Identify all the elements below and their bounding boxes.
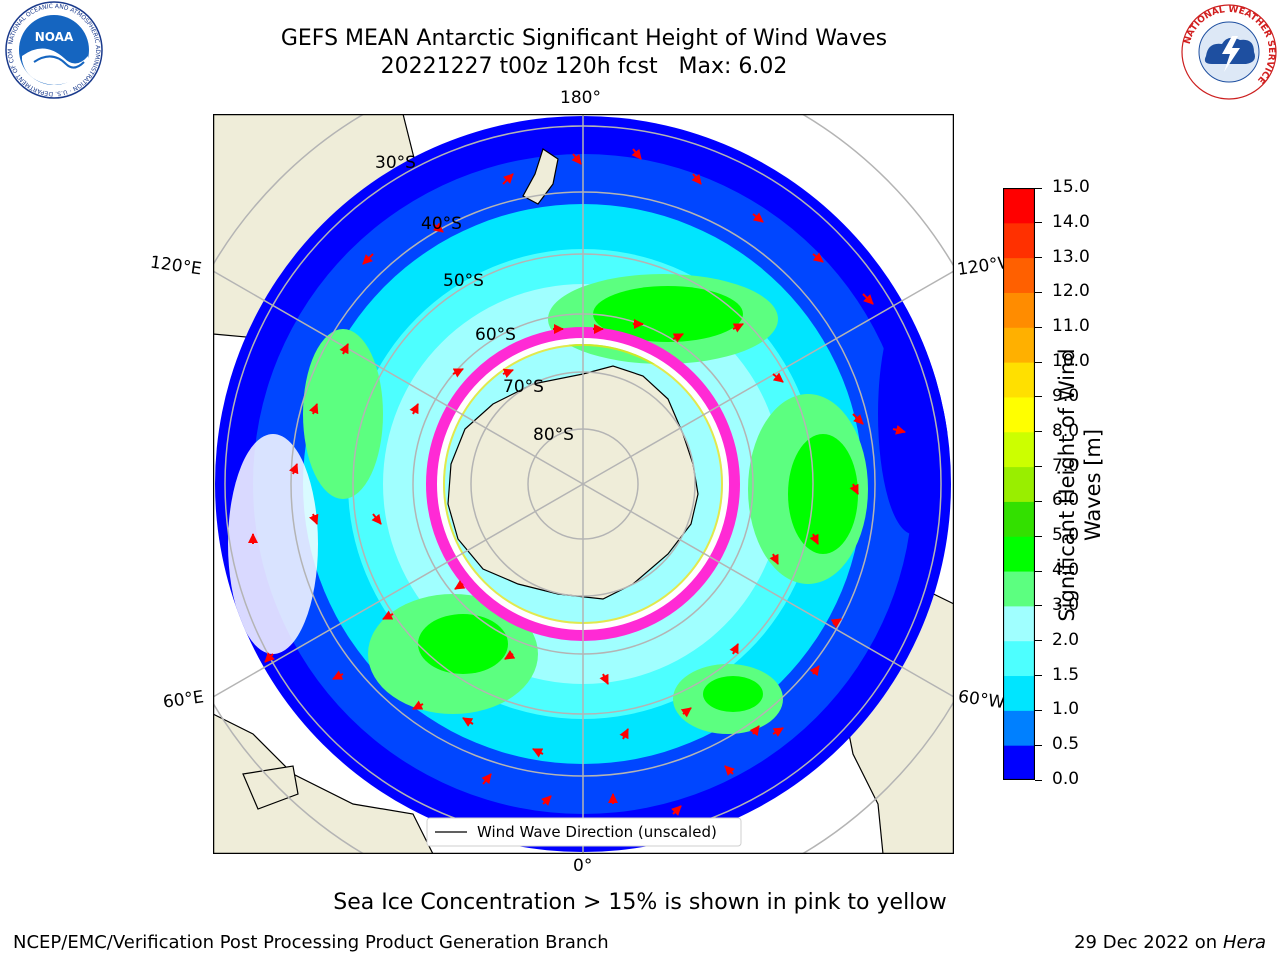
colorbar-swatch bbox=[1003, 257, 1035, 293]
colorbar bbox=[1003, 188, 1035, 780]
legend-label: Wind Wave Direction (unscaled) bbox=[477, 823, 717, 841]
date-line: 29 Dec 2022 on Hera bbox=[1074, 932, 1266, 953]
antarctic-map: 30°S 40°S 50°S 60°S 70°S 80°S Wind Wave … bbox=[213, 114, 954, 854]
colorbar-tick-label: 4.0 bbox=[1052, 560, 1080, 581]
date-text: 29 Dec 2022 on bbox=[1074, 932, 1218, 953]
colorbar-tick-mark bbox=[1035, 779, 1042, 781]
lon-label-0: 0° bbox=[573, 856, 593, 876]
colorbar-tick-mark bbox=[1035, 431, 1042, 433]
colorbar-tick-mark bbox=[1035, 187, 1042, 189]
colorbar-swatch bbox=[1003, 188, 1035, 224]
colorbar-label-line1: Significant Height of Wind bbox=[1055, 348, 1079, 622]
noaa-logo: NATIONAL OCEANIC AND ATMOSPHERIC ADMINIS… bbox=[4, 0, 103, 99]
colorbar-swatch bbox=[1003, 640, 1035, 677]
colorbar-tick-mark bbox=[1035, 222, 1042, 224]
colorbar-tick-label: 0.0 bbox=[1052, 769, 1080, 789]
lon-label-60w: 60°W bbox=[956, 686, 1007, 714]
lat-label-80s: 80°S bbox=[533, 425, 574, 445]
colorbar-tick-label: 10.0 bbox=[1052, 351, 1090, 372]
colorbar-swatch bbox=[1003, 222, 1035, 259]
colorbar-tick-mark bbox=[1035, 291, 1042, 293]
colorbar-tick-label: 8.0 bbox=[1052, 420, 1080, 441]
colorbar-swatch bbox=[1003, 675, 1035, 711]
colorbar-tick-label: 13.0 bbox=[1052, 246, 1090, 267]
colorbar-tick-label: 5.0 bbox=[1052, 525, 1080, 546]
colorbar-tick-label: 0.5 bbox=[1052, 734, 1080, 755]
colorbar-swatch bbox=[1003, 710, 1035, 746]
colorbar-swatch bbox=[1003, 466, 1035, 502]
nws-logo: NATIONAL WEATHER SERVICE bbox=[1181, 4, 1277, 100]
colorbar-tick-mark bbox=[1035, 257, 1042, 259]
lon-label-60e: 60°E bbox=[161, 687, 206, 713]
colorbar-tick-mark bbox=[1035, 744, 1042, 746]
colorbar-tick-label: 7.0 bbox=[1052, 455, 1080, 476]
colorbar-tick-label: 6.0 bbox=[1052, 490, 1080, 511]
colorbar-tick-label: 1.5 bbox=[1052, 664, 1080, 685]
colorbar-tick-label: 1.0 bbox=[1052, 699, 1080, 720]
colorbar-tick-mark bbox=[1035, 500, 1042, 502]
colorbar-swatch bbox=[1003, 362, 1035, 398]
chart-title: GEFS MEAN Antarctic Significant Height o… bbox=[280, 26, 888, 51]
colorbar-tick-mark bbox=[1035, 570, 1042, 572]
colorbar-tick-label: 9.0 bbox=[1052, 385, 1080, 406]
land-antarctica bbox=[447, 365, 699, 600]
lat-label-60s: 60°S bbox=[475, 325, 516, 345]
colorbar-tick-mark bbox=[1035, 675, 1042, 677]
colorbar-swatch bbox=[1003, 292, 1035, 328]
colorbar-swatch bbox=[1003, 745, 1035, 780]
wind-wave-arrows bbox=[248, 148, 906, 816]
colorbar-tick-label: 12.0 bbox=[1052, 281, 1090, 302]
colorbar-tick-label: 3.0 bbox=[1052, 594, 1080, 615]
land-africa bbox=[213, 713, 434, 854]
lat-label-40s: 40°S bbox=[421, 214, 462, 234]
colorbar-tick-mark bbox=[1035, 466, 1042, 468]
colorbar-tick-mark bbox=[1035, 361, 1042, 363]
colorbar-swatch bbox=[1003, 501, 1035, 537]
colorbar-tick-label: 11.0 bbox=[1052, 316, 1090, 337]
colorbar-tick-mark bbox=[1035, 326, 1042, 328]
colorbar-swatch bbox=[1003, 431, 1035, 468]
land-new-zealand bbox=[522, 148, 559, 205]
colorbar-tick-mark bbox=[1035, 640, 1042, 642]
colorbar-swatch bbox=[1003, 327, 1035, 363]
lon-label-180: 180° bbox=[560, 88, 601, 108]
colorbar-tick-label: 2.0 bbox=[1052, 629, 1080, 650]
colorbar-swatch bbox=[1003, 396, 1035, 433]
legend-box bbox=[426, 817, 742, 847]
colorbar-tick-mark bbox=[1035, 396, 1042, 398]
colorbar-tick-label: 14.0 bbox=[1052, 211, 1090, 232]
colorbar-swatch bbox=[1003, 571, 1035, 607]
lat-label-70s: 70°S bbox=[503, 377, 544, 397]
machine-name: Hera bbox=[1222, 932, 1266, 953]
lon-label-120e: 120°E bbox=[148, 252, 203, 280]
colorbar-tick-label: 15.0 bbox=[1052, 177, 1090, 197]
land-madagascar bbox=[242, 765, 299, 810]
colorbar-label-line2: Waves [m] bbox=[1081, 428, 1105, 542]
colorbar-tick-mark bbox=[1035, 605, 1042, 607]
colorbar-tick-mark bbox=[1035, 535, 1042, 537]
colorbar-swatch bbox=[1003, 536, 1035, 572]
noaa-logo-text: NOAA bbox=[35, 30, 74, 44]
lat-label-50s: 50°S bbox=[443, 271, 484, 291]
colorbar-tick-mark bbox=[1035, 709, 1042, 711]
sea-ice-note: Sea Ice Concentration > 15% is shown in … bbox=[333, 890, 947, 915]
lat-label-30s: 30°S bbox=[375, 153, 416, 173]
map-border bbox=[213, 114, 954, 854]
credit-line: NCEP/EMC/Verification Post Processing Pr… bbox=[13, 932, 609, 953]
colorbar-swatch bbox=[1003, 605, 1035, 642]
chart-subtitle: 20221227 t00z 120h fcst Max: 6.02 bbox=[380, 54, 788, 79]
